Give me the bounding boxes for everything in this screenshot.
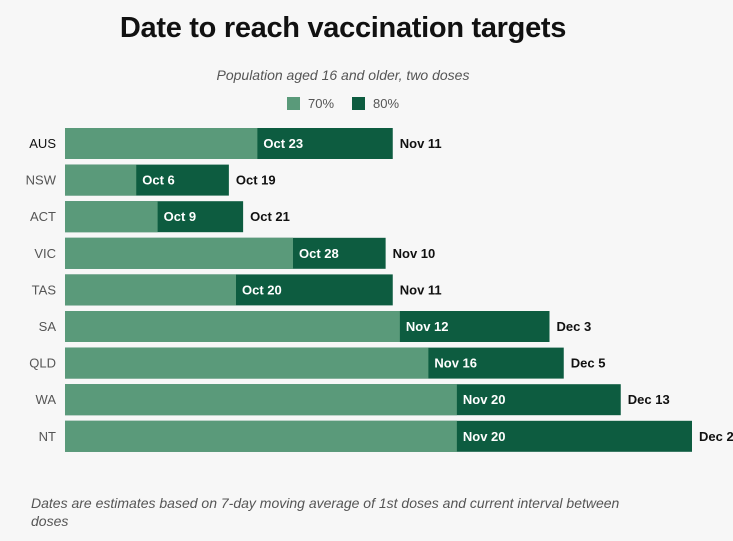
data-label-80-tas: Nov 11 [400, 282, 442, 297]
bar-70-vic [65, 237, 293, 269]
legend-item-80: 80% [352, 96, 399, 111]
data-label-80-nt: Dec 23 [699, 429, 733, 444]
bar-70-tas [65, 274, 236, 306]
data-label-80-nsw: Oct 19 [236, 173, 276, 188]
legend: 70% 80% [287, 96, 417, 111]
data-label-70-nt: Nov 20 [463, 429, 506, 444]
data-label-80-vic: Nov 10 [393, 246, 436, 261]
bar-70-wa [65, 384, 457, 416]
chart-subtitle: Population aged 16 and older, two doses [216, 67, 470, 83]
legend-item-70: 70% [287, 96, 334, 111]
data-label-70-act: Oct 9 [164, 209, 197, 224]
data-label-70-tas: Oct 20 [242, 282, 282, 297]
bar-70-nt [65, 420, 457, 452]
bar-70-sa [65, 311, 400, 342]
data-label-80-wa: Dec 13 [628, 392, 670, 407]
category-label-act: ACT [30, 209, 56, 224]
data-label-70-vic: Oct 28 [299, 246, 339, 261]
category-label-aus: AUS [29, 136, 56, 151]
legend-swatch-70 [287, 97, 300, 110]
bar-70-qld [65, 347, 429, 379]
legend-label-80: 80% [373, 96, 400, 111]
data-label-70-wa: Nov 20 [463, 392, 506, 407]
data-label-70-qld: Nov 16 [434, 356, 477, 371]
data-label-70-aus: Oct 23 [263, 136, 303, 151]
category-label-nt: NT [39, 429, 56, 444]
category-label-tas: TAS [32, 282, 57, 297]
bar-70-act [65, 201, 158, 233]
bar-70-nsw [65, 164, 137, 196]
chart-footnote: Dates are estimates based on 7-day movin… [31, 495, 620, 529]
bar-70-aus [65, 128, 258, 159]
legend-swatch-80 [352, 97, 366, 110]
legend-label-70: 70% [308, 96, 335, 111]
category-label-sa: SA [39, 319, 57, 334]
data-label-80-sa: Dec 3 [557, 319, 592, 334]
category-label-wa: WA [36, 392, 57, 407]
data-label-80-aus: Nov 11 [400, 136, 442, 151]
data-label-70-nsw: Oct 6 [142, 173, 175, 188]
category-label-vic: VIC [34, 246, 56, 261]
chart-title: Date to reach vaccination targets [119, 12, 567, 44]
category-label-qld: QLD [29, 356, 56, 371]
data-label-80-act: Oct 21 [250, 209, 290, 224]
bar-chart: AUS Oct 23 Nov 11 NSW Oct 6 Oct 19 ACT Oct 9 Oct… [26, 128, 733, 452]
data-label-70-sa: Nov 12 [406, 319, 449, 334]
category-label-nsw: NSW [26, 173, 57, 188]
data-label-80-qld: Dec 5 [571, 356, 606, 371]
